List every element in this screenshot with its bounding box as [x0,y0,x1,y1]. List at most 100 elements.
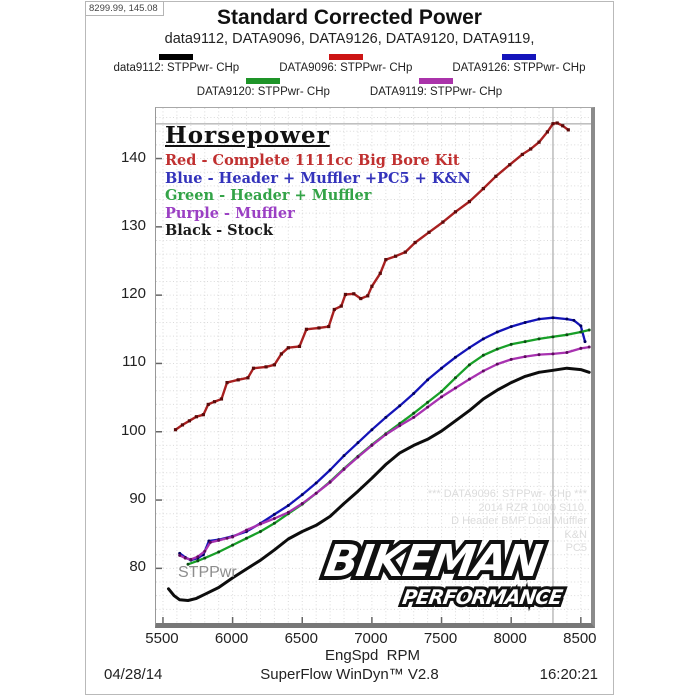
series-marker [245,528,249,532]
series-marker [352,292,356,296]
series-marker [342,454,346,458]
series-line [167,366,591,602]
x-tick-label: 8500 [563,630,597,647]
series-marker [217,538,221,542]
series-marker [332,307,336,312]
legend-swatch-red [328,54,363,60]
y-tick-label: 110 [122,353,146,371]
legend-swatch-purple [419,78,454,84]
x-tick-label: 5500 [145,630,179,647]
series-marker [566,128,570,132]
series-marker [300,501,304,505]
series-marker [426,378,430,382]
series-marker [523,355,527,359]
y-tick-label: 90 [129,490,146,508]
run-note-line: PC5 [565,542,587,554]
series-marker [467,346,471,350]
series-marker [440,395,444,399]
series-marker [398,424,402,428]
series-marker [579,330,583,334]
series-marker [258,529,262,533]
series-marker [219,397,224,401]
series-marker [440,389,444,393]
series-marker [565,317,569,321]
series-marker [412,392,416,396]
legend-label: DATA9119: STPPwr- CHp [369,86,503,98]
time-label: 16:20:21 [539,666,598,683]
series-marker [328,480,332,484]
x-tick-label: 8000 [493,630,527,647]
legend-item-data9112: data9112: STPPwr- CHp [114,54,239,74]
series-marker [245,536,249,540]
series-marker [481,369,485,373]
date-label: 04/28/14 [104,666,163,683]
series-marker [343,292,348,297]
series-marker [384,258,388,262]
series-marker [384,415,388,419]
y-tick-label: 100 [120,421,146,439]
legend-swatch-black [159,54,194,60]
run-note-line: 2014 RZR 1000 S110. [478,501,587,514]
series-marker [453,355,457,359]
legend-item-data9126: DATA9126: STPPwr- CHp [452,54,585,74]
series-marker [551,316,555,320]
series-marker [561,124,565,128]
series-marker [327,324,331,329]
series-marker [203,556,207,560]
series-marker [481,353,485,357]
plot-area: STPPwr *** DATA9096: STPPwr- CHp *** 201… [155,107,595,628]
series-marker [225,536,229,540]
series-marker [300,493,304,497]
series-marker [225,380,229,385]
series-marker [342,467,346,471]
series-marker [314,491,318,495]
series-marker [467,363,471,367]
key-line-purple: Purple - Muffler [165,204,295,222]
series-marker [384,432,388,436]
series-marker [196,555,200,559]
series-marker [579,324,583,328]
modification-key-heading: Horsepower [165,122,330,149]
series-marker [370,443,374,447]
series-marker [398,404,402,408]
series-marker [481,186,485,191]
series-marker [212,400,217,404]
series-marker [481,337,485,341]
series-marker [453,376,457,380]
legend-swatch-green [246,78,281,84]
series-marker [279,352,283,356]
series-marker [304,327,309,331]
plot-svg [156,108,591,623]
key-line-blue: Blue - Header + Muffler +PC5 + K&N [165,169,471,187]
run-note-line: D Header BMP Dual Muffler [451,515,587,527]
x-tick-label: 7000 [354,630,388,647]
series-marker [378,271,382,275]
series-marker [236,378,240,382]
series-marker [495,362,499,366]
series-marker [523,340,527,344]
series-marker [427,230,431,234]
series-marker [297,344,302,348]
page-subtitle: data9112, DATA9096, DATA9126, DATA9120, … [164,31,535,47]
y-tick-label: 130 [120,216,146,234]
series-marker [356,441,360,445]
series-marker [339,304,343,308]
series-marker [356,455,360,459]
series-marker [467,199,472,204]
series-marker [551,335,555,339]
x-tick-label: 6500 [284,630,318,647]
y-tick-label: 120 [120,285,146,303]
series-marker [537,337,541,341]
series-marker [467,377,471,381]
series-marker [495,330,499,334]
series-marker [537,317,541,321]
series-marker [494,174,498,178]
series-marker [272,516,276,520]
x-axis-title: EngSpd RPM [324,647,421,664]
series-marker [555,121,559,125]
series-marker [186,562,190,566]
series-marker [413,240,417,245]
run-note-line: K&N [564,528,587,541]
y-tick-label: 140 [120,148,146,166]
series-marker [178,551,182,555]
